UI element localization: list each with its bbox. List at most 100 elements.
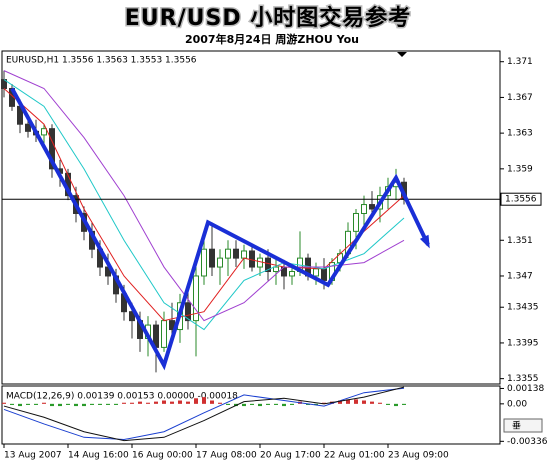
macd-histogram-bar <box>250 403 254 405</box>
x-tick-label: 17 Aug 08:00 <box>196 451 257 461</box>
macd-histogram-bar <box>82 403 86 407</box>
macd-histogram-bar <box>378 402 382 404</box>
macd-y-tick-label: 0.00 <box>507 399 527 409</box>
macd-histogram-bar <box>170 401 174 404</box>
candle-body <box>193 275 199 322</box>
candle-body <box>41 128 47 136</box>
candle-body <box>361 204 367 214</box>
candle-body <box>129 311 135 322</box>
macd-histogram-bar <box>130 402 134 404</box>
macd-histogram-bar <box>178 400 182 404</box>
candle-body <box>233 248 239 259</box>
price-panel <box>1 50 501 385</box>
macd-label: MACD(12,26,9) 0.00139 0.00153 0.00000 -0… <box>6 392 238 402</box>
x-tick-label: 16 Aug 00:00 <box>132 451 193 461</box>
candle-body <box>313 268 319 277</box>
candle-body <box>185 302 191 322</box>
macd-histogram-bar <box>322 402 326 404</box>
x-tick-label: 14 Aug 16:00 <box>68 451 129 461</box>
macd-histogram-bar <box>362 400 366 404</box>
macd-histogram-bar <box>282 403 286 407</box>
shift-marker <box>397 52 407 57</box>
macd-histogram-bar <box>122 402 126 404</box>
macd-histogram-bar <box>162 400 166 404</box>
macd-histogram-bar <box>346 399 350 404</box>
tooltip: 垂 <box>512 420 521 432</box>
macd-y-tick-label: 0.00138 <box>507 384 544 394</box>
candle-body <box>369 204 375 210</box>
candle-body <box>209 248 215 268</box>
candle-body <box>49 128 55 170</box>
macd-histogram-bar <box>42 402 46 404</box>
macd-histogram-bar <box>354 399 358 404</box>
macd-histogram-bar <box>74 403 78 407</box>
annotation-line <box>10 87 430 371</box>
candle-body <box>265 257 271 273</box>
current-price-label: 1.3556 <box>505 195 537 205</box>
macd-histogram-bar <box>226 403 230 405</box>
x-tick-label: 23 Aug 09:00 <box>388 451 449 461</box>
candle-body <box>353 212 359 232</box>
macd-histogram-bar <box>2 402 6 404</box>
symbol-header: EURUSD,H1 1.3556 1.3563 1.3553 1.3556 <box>6 56 197 66</box>
macd-histogram-bar <box>386 403 390 405</box>
candle-body <box>273 266 279 273</box>
candle-body <box>25 123 31 132</box>
y-tick-label: 1.3355 <box>507 374 539 384</box>
macd-y-tick-label: -0.00336 <box>507 437 548 447</box>
candle-body <box>289 271 295 277</box>
macd-histogram-bar <box>290 403 294 405</box>
macd-histogram-bar <box>314 403 318 405</box>
candle-body <box>217 257 223 268</box>
macd-histogram-bar <box>402 403 406 405</box>
macd-histogram-bar <box>106 403 110 405</box>
moving-average <box>3 79 405 331</box>
macd-line <box>3 386 405 442</box>
macd-histogram-bar <box>370 401 374 404</box>
macd-histogram-bar <box>194 398 198 404</box>
y-tick-label: 1.347 <box>507 271 533 281</box>
y-tick-label: 1.3435 <box>507 303 539 313</box>
macd-histogram-bar <box>26 403 30 405</box>
macd-histogram-bar <box>394 403 398 407</box>
macd-histogram-bar <box>306 403 310 405</box>
macd-histogram-bar <box>338 400 342 404</box>
moving-average <box>3 88 405 322</box>
chart-title: EUR/USD 小时图交易参考 <box>125 5 412 31</box>
macd-histogram-bar <box>218 402 222 404</box>
x-tick-label: 22 Aug 01:00 <box>324 451 385 461</box>
y-tick-label: 1.367 <box>507 93 533 103</box>
macd-histogram-bar <box>50 403 54 407</box>
macd-histogram-bar <box>90 403 94 405</box>
y-tick-label: 1.371 <box>507 57 533 67</box>
macd-histogram-bar <box>266 403 270 405</box>
macd-histogram-bar <box>154 401 158 404</box>
macd-histogram-bar <box>138 401 142 404</box>
macd-histogram-bar <box>58 403 62 407</box>
moving-average <box>3 70 405 322</box>
macd-histogram-bar <box>202 397 206 404</box>
current-price-box <box>500 192 542 206</box>
macd-histogram-bar <box>146 402 150 404</box>
macd-histogram-bar <box>242 403 246 407</box>
y-tick-label: 1.351 <box>507 236 533 246</box>
chart-subtitle: 2007年8月24日 周游ZHOU You <box>185 32 359 46</box>
candle-body <box>201 248 207 277</box>
x-tick-label: 20 Aug 17:00 <box>260 451 321 461</box>
macd-histogram-bar <box>66 403 70 405</box>
macd-histogram-bar <box>258 403 262 407</box>
macd-histogram-bar <box>10 403 14 405</box>
macd-histogram-bar <box>114 403 118 405</box>
y-tick-label: 1.3395 <box>507 338 539 348</box>
candle-body <box>161 320 167 348</box>
macd-histogram-bar <box>274 403 278 405</box>
tooltip-box <box>503 418 543 433</box>
y-tick-label: 1.359 <box>507 164 533 174</box>
candle-body <box>321 268 327 281</box>
x-tick-label: 13 Aug 2007 <box>4 451 62 461</box>
annotation-arrowhead <box>419 234 430 249</box>
candle-body <box>241 250 247 259</box>
macd-histogram-bar <box>18 403 22 407</box>
macd-histogram-bar <box>98 403 102 405</box>
